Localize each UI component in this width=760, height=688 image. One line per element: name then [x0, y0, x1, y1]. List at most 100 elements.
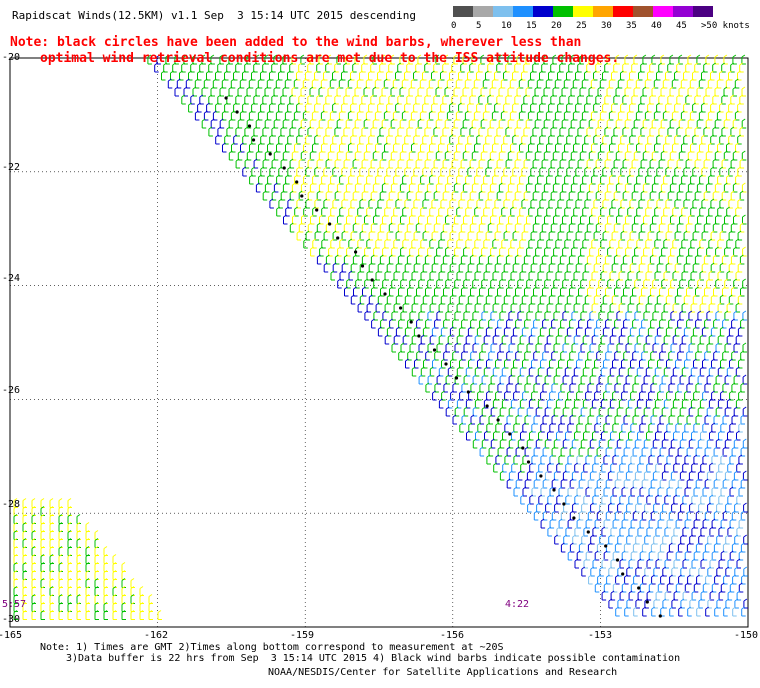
wind-barb [593, 230, 599, 241]
wind-barb [512, 134, 517, 145]
wind-barb [338, 110, 344, 121]
wind-barb [330, 270, 335, 281]
contamination-marker [586, 530, 590, 534]
wind-barb [406, 62, 411, 73]
wind-barb [735, 238, 740, 249]
wind-barb [737, 134, 742, 145]
wind-barb [316, 126, 321, 137]
wind-barb [332, 230, 338, 241]
wind-barb [708, 142, 713, 153]
wind-barb [418, 278, 423, 289]
wind-barb [557, 134, 562, 145]
wind-barb [660, 86, 665, 97]
lon-label-165: -165 [0, 630, 23, 641]
wind-barb [694, 126, 699, 137]
wind-barb [212, 110, 218, 121]
wind-barb [379, 62, 384, 73]
wind-barb [485, 134, 490, 145]
wind-barb [183, 86, 188, 97]
wind-barb [330, 206, 335, 217]
wind-barb [663, 270, 668, 281]
wind-barb [343, 190, 349, 201]
wind-barb [471, 118, 477, 129]
wind-barb [271, 158, 277, 169]
wind-barb [314, 230, 320, 241]
wind-barb [737, 262, 743, 273]
scale-label: 10 [501, 21, 512, 31]
wind-barb [597, 118, 603, 129]
wind-barb [246, 86, 251, 97]
wind-barb [633, 118, 639, 129]
wind-barb [85, 522, 90, 532]
wind-barb [305, 198, 310, 209]
wind-barb [404, 262, 410, 273]
wind-barb [712, 222, 718, 233]
lon-label-150: -150 [734, 630, 759, 641]
wind-barb [544, 246, 549, 257]
wind-barb [692, 230, 698, 241]
wind-barb [354, 150, 360, 161]
wind-barb [492, 206, 497, 217]
wind-barb [411, 174, 416, 185]
wind-barb [415, 62, 420, 73]
wind-barb [611, 294, 617, 305]
wind-barb [285, 206, 290, 217]
wind-barb [665, 198, 670, 209]
wind-barb [253, 158, 259, 169]
wind-barb [696, 118, 702, 129]
wind-barb [408, 86, 413, 97]
wind-barb [463, 278, 468, 289]
wind-barb [451, 62, 456, 73]
wind-barb [627, 174, 632, 185]
wind-barb [334, 222, 340, 233]
wind-barb [532, 62, 537, 73]
wind-barb [458, 262, 464, 273]
wind-barb [491, 78, 497, 89]
wind-barb [694, 158, 700, 169]
wind-barb [714, 182, 720, 193]
wind-barb [539, 134, 544, 145]
wind-barb [244, 94, 249, 105]
wind-barb [699, 238, 704, 249]
wind-barb [742, 310, 747, 321]
wind-barb [417, 118, 423, 129]
wind-barb [273, 182, 279, 193]
wind-barb [611, 102, 616, 113]
wind-barb [719, 294, 725, 305]
wind-barb [552, 182, 558, 193]
wind-barb [626, 78, 632, 89]
wind-barb [361, 254, 367, 265]
wind-barb [433, 254, 439, 265]
wind-barb [602, 102, 607, 113]
wind-barb [224, 102, 229, 113]
wind-barb [201, 86, 206, 97]
wind-barb [458, 166, 463, 177]
wind-barb [429, 174, 434, 185]
wind-barb [591, 302, 597, 313]
wind-barb [699, 142, 704, 153]
wind-barb [374, 110, 380, 121]
wind-barb [397, 158, 403, 169]
wind-barb [449, 70, 454, 81]
wind-barb [427, 278, 432, 289]
wind-barb [692, 294, 698, 305]
wind-barb [640, 126, 645, 137]
wind-barb [428, 78, 434, 89]
wind-barb [392, 78, 398, 89]
contamination-marker [399, 306, 403, 310]
wind-barb [498, 118, 504, 129]
wind-barb [678, 150, 684, 161]
wind-barb [685, 126, 690, 137]
wind-barb [730, 190, 736, 201]
wind-barb [705, 182, 711, 193]
wind-barb [323, 262, 329, 273]
wind-barb [742, 214, 747, 225]
wind-barb [622, 254, 628, 265]
wind-barb [644, 110, 650, 121]
wind-barb [658, 62, 663, 73]
wind-barb [397, 222, 403, 233]
wind-barb [640, 254, 646, 265]
wind-barb [671, 110, 677, 121]
wind-barb [698, 110, 704, 121]
wind-barb [552, 54, 557, 65]
